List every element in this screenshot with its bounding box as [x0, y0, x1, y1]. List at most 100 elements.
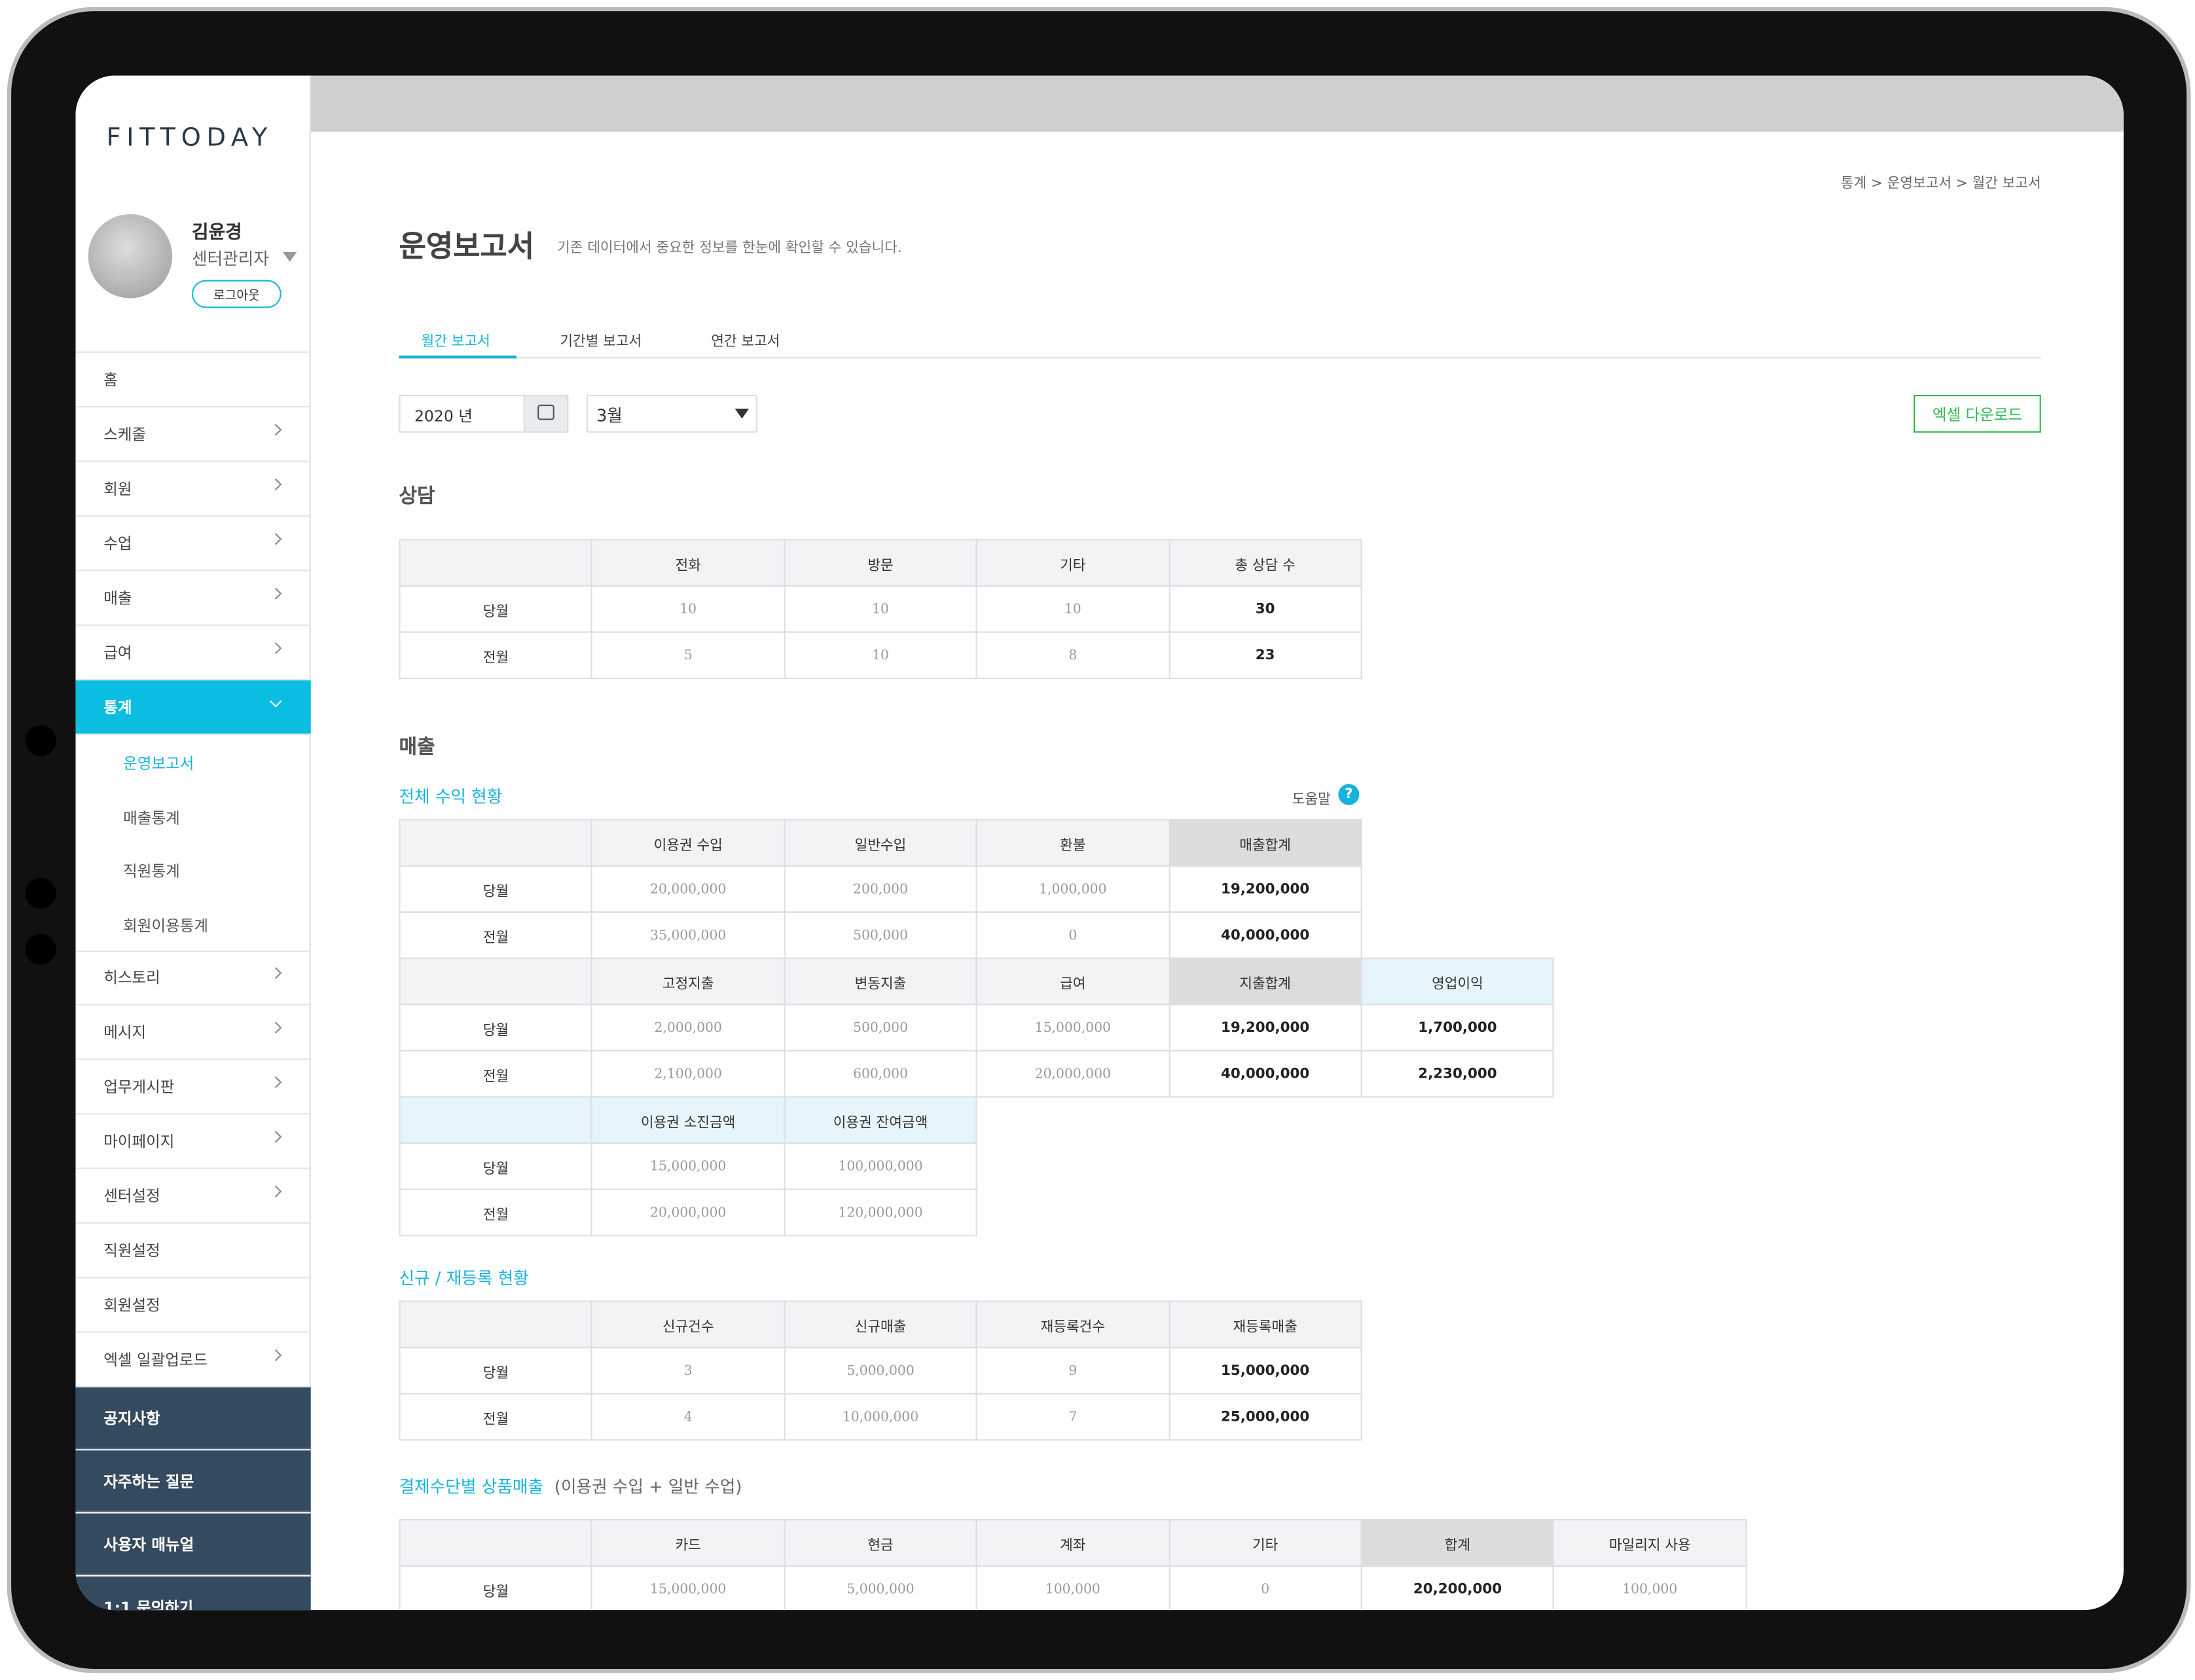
- table-cell: 100,000,000: [784, 1142, 977, 1190]
- breadcrumb: 통계 > 운영보고서 > 월간 보고서: [1840, 176, 2041, 192]
- table-cell: 8: [975, 631, 1170, 680]
- table-cell: 40,000,000: [1168, 911, 1362, 959]
- table-cell: 40,000,000: [1168, 1050, 1362, 1098]
- nav-item[interactable]: 마이페이지: [75, 1114, 311, 1169]
- chevron: [270, 1185, 282, 1197]
- table-cell: 1,000,000: [975, 865, 1170, 913]
- table-cell: 15,000,000: [975, 1004, 1170, 1051]
- row-label: 전월: [399, 1188, 593, 1237]
- help-label[interactable]: 도움말: [1292, 792, 1331, 808]
- table-header-cell: 현금: [784, 1519, 977, 1567]
- help-link[interactable]: 사용자 매뉴얼: [75, 1513, 311, 1575]
- nav-item[interactable]: 히스토리: [75, 951, 311, 1006]
- chevron: [270, 642, 282, 655]
- row-label: 전월: [399, 1050, 593, 1098]
- table-header-cell: 합계: [1360, 1519, 1555, 1567]
- help-link[interactable]: 1:1 문의하기: [75, 1576, 311, 1611]
- nav-item[interactable]: 업무게시판: [75, 1060, 311, 1115]
- table-header-cell: 이용권 수입: [591, 818, 786, 867]
- nav-item[interactable]: 센터설정: [75, 1169, 311, 1224]
- row-label: 당월: [399, 1347, 593, 1395]
- row-label: 당월: [399, 1565, 593, 1611]
- camera: [25, 725, 56, 756]
- table-header-cell: 매출합계: [1168, 818, 1362, 867]
- nav-item[interactable]: 통계: [75, 680, 311, 735]
- table-cell: 600,000: [784, 1050, 977, 1098]
- camera: [25, 934, 56, 965]
- tab[interactable]: 월간 보고서: [421, 335, 490, 350]
- table-header-cell: 재등록매출: [1168, 1300, 1362, 1349]
- table-cell: 100,000: [1553, 1565, 1747, 1611]
- table-header-cell: 환불: [975, 818, 1170, 867]
- chevron: [270, 695, 282, 708]
- row-label: 당월: [399, 1004, 593, 1051]
- subsection-title: 결제수단별 상품매출: [399, 1477, 544, 1497]
- tab[interactable]: 기간별 보고서: [560, 335, 642, 350]
- nav-item[interactable]: 회원: [75, 462, 311, 517]
- table-header-cell: [399, 539, 593, 587]
- screen: FITTODAY 김윤경 센터관리자 로그아웃 홈 스케줄 회원 수업 매출 급여 통계 운영보고서 매…: [75, 75, 2124, 1611]
- table-cell: 10: [784, 585, 977, 633]
- month-select[interactable]: 3월: [586, 395, 757, 433]
- help-link[interactable]: 공지사항: [75, 1387, 311, 1450]
- table-cell: 5,000,000: [784, 1565, 977, 1611]
- nav-item[interactable]: 급여: [75, 626, 311, 681]
- table-cell: 15,000,000: [1168, 1347, 1362, 1395]
- submenu-item[interactable]: 회원이용통계: [123, 916, 209, 935]
- subsection-note: (이용권 수입 + 일반 수업): [554, 1477, 742, 1497]
- submenu-item[interactable]: 직원통계: [123, 862, 180, 881]
- table-header-cell: 방문: [784, 539, 977, 587]
- table-cell: 500,000: [784, 911, 977, 959]
- chevron: [270, 424, 282, 436]
- table-cell: 5: [591, 631, 786, 680]
- chevron: [270, 967, 282, 979]
- page-description: 기존 데이터에서 중요한 정보를 한눈에 확인할 수 있습니다.: [557, 240, 902, 257]
- table-cell: 35,000,000: [591, 911, 786, 959]
- subsection-title: 전체 수익 현황: [399, 786, 503, 807]
- chevron: [270, 587, 282, 600]
- section-title: 상담: [399, 486, 435, 509]
- nav-item[interactable]: 홈: [75, 353, 311, 408]
- nav-item[interactable]: 회원설정: [75, 1278, 311, 1333]
- nav-item[interactable]: 수업: [75, 517, 311, 572]
- table-cell: 4: [591, 1393, 786, 1441]
- nav-item[interactable]: 매출: [75, 571, 311, 626]
- table-cell: 120,000,000: [784, 1188, 977, 1237]
- table-header-cell: 전화: [591, 539, 786, 587]
- calendar-button[interactable]: [523, 395, 569, 433]
- table-cell: 0: [1168, 1565, 1362, 1611]
- excel-button[interactable]: 엑셀 다운로드: [1914, 395, 2041, 433]
- help-icon[interactable]: ?: [1338, 784, 1360, 805]
- chevron: [270, 1131, 282, 1143]
- table-header-cell: [399, 1096, 593, 1144]
- row-label: 전월: [399, 1393, 593, 1441]
- table-cell: 25,000,000: [1168, 1393, 1362, 1441]
- row-label: 당월: [399, 865, 593, 913]
- role-dropdown[interactable]: [282, 251, 297, 262]
- chevron: [270, 1021, 282, 1034]
- help-link[interactable]: 자주하는 질문: [75, 1450, 311, 1512]
- submenu-item[interactable]: 운영보고서: [123, 754, 194, 773]
- top-bar: [310, 75, 2124, 132]
- table-header-cell: [399, 818, 593, 867]
- table-cell: 19,200,000: [1168, 865, 1362, 913]
- table-header-cell: [399, 957, 593, 1006]
- submenu-item[interactable]: 매출통계: [123, 808, 180, 827]
- nav-item[interactable]: 메시지: [75, 1005, 311, 1060]
- tab[interactable]: 연간 보고서: [711, 335, 780, 350]
- table-cell: 7: [975, 1393, 1170, 1441]
- table-cell: 200,000: [784, 865, 977, 913]
- chevron: [270, 533, 282, 545]
- chevron: [270, 1349, 282, 1362]
- page-title: 운영보고서: [399, 229, 535, 264]
- nav-item[interactable]: 엑셀 일괄업로드: [75, 1333, 311, 1388]
- nav-item[interactable]: 직원설정: [75, 1224, 311, 1279]
- table-cell: 2,000,000: [591, 1004, 786, 1051]
- chevron: [270, 478, 282, 490]
- nav-item[interactable]: 스케줄: [75, 407, 311, 462]
- logout-button[interactable]: 로그아웃: [191, 280, 281, 308]
- table-cell: 15,000,000: [591, 1142, 786, 1190]
- row-label: 당월: [399, 1142, 593, 1190]
- divider: [75, 351, 311, 353]
